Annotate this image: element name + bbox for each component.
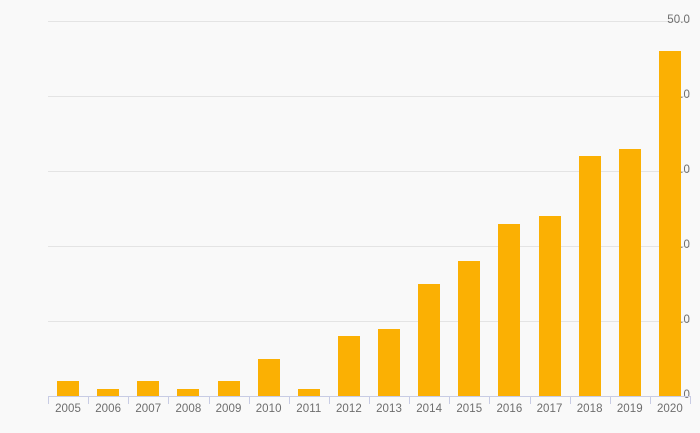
bar-slot [128, 0, 168, 396]
bar[interactable] [97, 388, 120, 396]
bar-slot [530, 0, 570, 396]
x-axis-tick [529, 396, 531, 404]
x-axis-tick-label: 2009 [215, 403, 242, 415]
x-axis-tick-label: 2015 [456, 403, 483, 415]
y-axis-tick-label: 50.0 [667, 14, 690, 26]
bar-slot [409, 0, 449, 396]
gridline [48, 246, 690, 247]
x-axis-tick-label: 2014 [416, 403, 443, 415]
x-axis-tick-label: 2013 [376, 403, 403, 415]
gridline [48, 321, 690, 322]
gridline [48, 96, 690, 97]
bar[interactable] [578, 156, 601, 396]
bar[interactable] [458, 261, 481, 396]
x-axis-tick [48, 396, 49, 404]
x-axis-tick [449, 396, 451, 404]
bar-slot [289, 0, 329, 396]
bar-slot [329, 0, 369, 396]
x-axis-tick-label: 2020 [656, 403, 683, 415]
x-axis-tick [128, 396, 130, 404]
x-axis-tick [88, 396, 90, 404]
bar[interactable] [137, 381, 160, 396]
bar[interactable] [538, 216, 561, 396]
bar[interactable] [658, 51, 681, 396]
bar-slot [88, 0, 128, 396]
bar[interactable] [418, 283, 441, 396]
x-axis-tick [569, 396, 571, 404]
bar[interactable] [378, 328, 401, 396]
bar-slot [489, 0, 529, 396]
bar-slot [249, 0, 289, 396]
x-axis-tick [690, 396, 691, 404]
x-axis-tick-label: 2017 [536, 403, 563, 415]
bar-slot [168, 0, 208, 396]
bar-slot [369, 0, 409, 396]
bar[interactable] [498, 223, 521, 396]
x-axis-tick [168, 396, 170, 404]
bar-slot [48, 0, 88, 396]
x-axis-tick-label: 2008 [175, 403, 202, 415]
x-axis-tick-label: 2006 [95, 403, 122, 415]
bar-slot [449, 0, 489, 396]
x-axis-tick [328, 396, 330, 404]
bar-slot [570, 0, 610, 396]
bar[interactable] [217, 381, 240, 396]
bar[interactable] [297, 388, 320, 396]
x-axis-tick-label: 2012 [335, 403, 362, 415]
x-axis-tick-label: 2011 [296, 403, 322, 415]
x-axis-tick [489, 396, 491, 404]
bar-slot [610, 0, 650, 396]
x-axis-tick [369, 396, 370, 404]
x-axis-tick-label: 2007 [135, 403, 162, 415]
bars-layer [48, 0, 690, 396]
x-axis-tick-label: 2010 [255, 403, 282, 415]
x-axis-tick [409, 396, 411, 404]
bar[interactable] [257, 358, 280, 396]
x-axis-tick-label: 2016 [496, 403, 523, 415]
x-axis-tick [609, 396, 611, 404]
x-axis-tick [208, 396, 210, 404]
bar[interactable] [337, 336, 360, 396]
x-axis-tick [649, 396, 651, 404]
gridline [48, 21, 690, 22]
x-axis-tick [248, 396, 250, 404]
gridline [48, 171, 690, 172]
bar-slot [209, 0, 249, 396]
bar[interactable] [57, 381, 80, 396]
x-axis-tick-label: 2005 [55, 403, 82, 415]
x-axis-tick [288, 396, 290, 404]
bar[interactable] [177, 388, 200, 396]
y-axis-tick-label: 0 [683, 389, 690, 401]
x-axis-tick-label: 2018 [576, 403, 603, 415]
bar[interactable] [618, 148, 641, 396]
bar-slot [650, 0, 690, 396]
x-axis-tick-label: 2019 [616, 403, 643, 415]
